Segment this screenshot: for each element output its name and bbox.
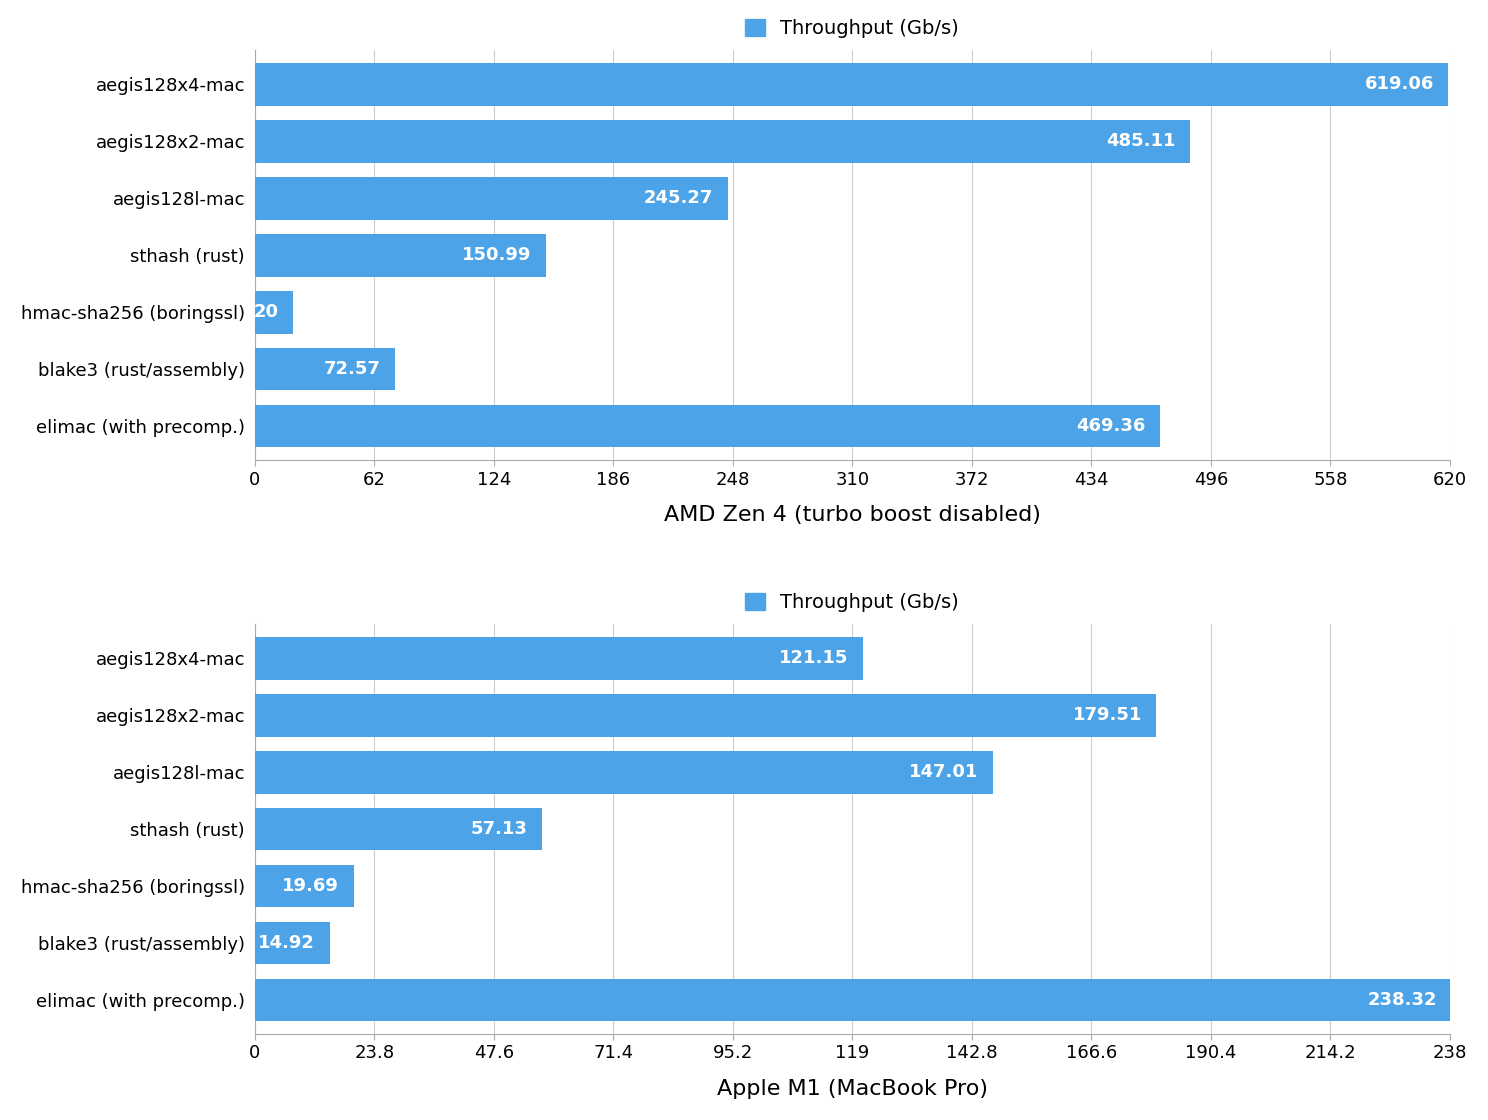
Bar bbox=[254, 348, 394, 391]
Bar bbox=[254, 404, 1159, 447]
Bar bbox=[254, 808, 542, 850]
Bar bbox=[254, 865, 354, 907]
Bar bbox=[254, 922, 330, 964]
Bar bbox=[254, 120, 1190, 162]
Bar bbox=[254, 177, 728, 220]
Text: 238.32: 238.32 bbox=[1367, 991, 1437, 1009]
Text: 72.57: 72.57 bbox=[323, 361, 381, 379]
Text: 619.06: 619.06 bbox=[1364, 75, 1434, 93]
Text: 14.92: 14.92 bbox=[259, 934, 315, 952]
Text: 179.51: 179.51 bbox=[1073, 707, 1141, 725]
Text: 121.15: 121.15 bbox=[780, 650, 848, 668]
X-axis label: AMD Zen 4 (turbo boost disabled): AMD Zen 4 (turbo boost disabled) bbox=[664, 505, 1040, 525]
X-axis label: Apple M1 (MacBook Pro): Apple M1 (MacBook Pro) bbox=[717, 1080, 988, 1099]
Text: 485.11: 485.11 bbox=[1106, 132, 1176, 150]
Bar bbox=[254, 750, 992, 794]
Bar bbox=[254, 63, 1448, 105]
Bar bbox=[254, 234, 546, 277]
Text: 150.99: 150.99 bbox=[463, 246, 531, 264]
Legend: Throughput (Gb/s): Throughput (Gb/s) bbox=[745, 592, 960, 613]
Text: 245.27: 245.27 bbox=[644, 189, 713, 207]
Bar bbox=[254, 637, 863, 680]
Text: 57.13: 57.13 bbox=[470, 820, 527, 838]
Text: 20: 20 bbox=[254, 304, 278, 321]
Text: 469.36: 469.36 bbox=[1076, 417, 1146, 435]
Bar bbox=[254, 979, 1452, 1021]
Legend: Throughput (Gb/s): Throughput (Gb/s) bbox=[745, 19, 960, 38]
Bar bbox=[254, 694, 1156, 737]
Bar bbox=[254, 291, 293, 334]
Text: 19.69: 19.69 bbox=[283, 877, 339, 895]
Text: 147.01: 147.01 bbox=[909, 763, 979, 782]
